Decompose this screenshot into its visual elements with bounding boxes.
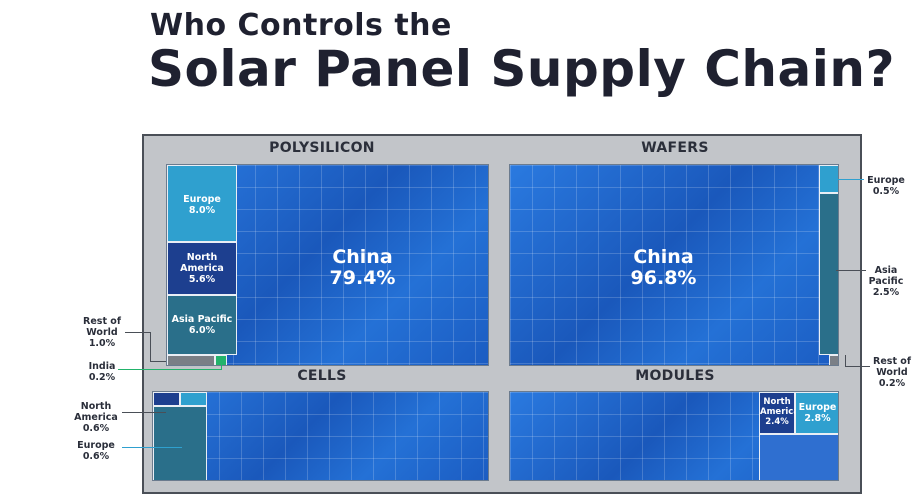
polysilicon-ap-value: 6.0% xyxy=(188,325,216,336)
leader-pol-row-h xyxy=(125,332,150,333)
modules-europe: Europe 2.8% xyxy=(795,392,838,434)
leader-cells-europe xyxy=(122,447,182,448)
callout-cells-north-america: North America 0.6% xyxy=(68,401,124,434)
title-line-1: Who Controls the xyxy=(150,8,452,43)
callout-waf-row-name-2: World xyxy=(876,367,908,378)
callout-pol-row-value: 1.0% xyxy=(88,338,116,349)
leader-waf-europe xyxy=(828,179,864,180)
wafers-china-name: China xyxy=(633,246,694,268)
callout-pol-row-name-2: World xyxy=(86,327,118,338)
polysilicon-china-value: 79.4% xyxy=(329,267,396,289)
title-line-2: Solar Panel Supply Chain? xyxy=(148,40,895,98)
polysilicon-europe-label: Europe 8.0% xyxy=(168,194,236,216)
modules-europe-label: Europe 2.8% xyxy=(796,402,838,424)
callout-polysilicon-india: India 0.2% xyxy=(80,361,124,383)
wafers-rest-of-world xyxy=(829,355,838,365)
cells-left-column xyxy=(153,406,207,480)
leader-pol-india-v xyxy=(221,360,222,370)
callout-waf-europe-name: Europe xyxy=(867,175,905,186)
wafers-panel: China 96.8% xyxy=(509,164,839,366)
callout-waf-row-name-1: Rest of xyxy=(873,356,911,367)
callout-waf-ap-value: 2.5% xyxy=(872,287,900,298)
callout-wafers-europe: Europe 0.5% xyxy=(866,175,906,197)
polysilicon-na-label: North America 5.6% xyxy=(168,252,236,285)
callout-waf-ap-name-1: Asia xyxy=(874,265,898,276)
leader-pol-row-v xyxy=(150,332,151,362)
leader-waf-ap xyxy=(836,270,866,271)
panel-title-cells: CELLS xyxy=(297,368,347,384)
callout-wafers-rest-of-world: Rest of World 0.2% xyxy=(872,356,912,389)
modules-na-name-1: North xyxy=(763,397,791,407)
panel-title-polysilicon: POLYSILICON xyxy=(269,140,375,156)
wafers-china-value: 96.8% xyxy=(630,267,697,289)
polysilicon-panel: Europe 8.0% North America 5.6% Asia Paci… xyxy=(166,164,489,366)
callout-waf-europe-value: 0.5% xyxy=(872,186,900,197)
callout-cells-na-name-2: America xyxy=(74,412,118,423)
polysilicon-na-name-1: North xyxy=(186,252,218,263)
modules-lower-strip xyxy=(759,434,838,480)
modules-na-value: 2.4% xyxy=(765,417,789,427)
modules-panel: North America 2.4% Europe 2.8% xyxy=(509,391,839,481)
callout-waf-row-value: 0.2% xyxy=(878,378,906,389)
polysilicon-europe-value: 8.0% xyxy=(188,205,216,216)
modules-na-name-2: America xyxy=(760,407,800,417)
wafers-asia-pacific xyxy=(819,193,838,355)
polysilicon-na-value: 5.6% xyxy=(188,274,216,285)
leader-waf-row-v xyxy=(845,355,846,367)
polysilicon-china-label: China 79.4% xyxy=(237,247,488,289)
wafers-china-label: China 96.8% xyxy=(510,247,817,289)
callout-cells-europe: Europe 0.6% xyxy=(70,440,122,462)
polysilicon-china-name: China xyxy=(332,246,393,268)
callout-pol-india-value: 0.2% xyxy=(88,372,116,383)
polysilicon-rest-of-world xyxy=(167,355,215,365)
polysilicon-europe: Europe 8.0% xyxy=(167,165,237,242)
polysilicon-asia-pacific: Asia Pacific 6.0% xyxy=(167,295,237,355)
callout-pol-row-name-1: Rest of xyxy=(83,316,121,327)
callout-cells-europe-value: 0.6% xyxy=(82,451,110,462)
panel-title-modules: MODULES xyxy=(635,368,715,384)
callout-waf-ap-name-2: Pacific xyxy=(868,276,904,287)
callout-cells-europe-name: Europe xyxy=(77,440,115,451)
cells-panel xyxy=(152,391,489,481)
modules-europe-name: Europe xyxy=(798,402,837,413)
polysilicon-ap-label: Asia Pacific 6.0% xyxy=(168,314,236,336)
polysilicon-ap-name: Asia Pacific xyxy=(171,314,233,325)
cells-north-america xyxy=(153,392,180,406)
cells-europe xyxy=(180,392,207,406)
modules-north-america: North America 2.4% xyxy=(759,392,800,434)
callout-pol-india-name: India xyxy=(88,361,116,372)
modules-europe-value: 2.8% xyxy=(804,413,831,424)
polysilicon-na-name-2: America xyxy=(180,263,224,274)
leader-pol-row-h2 xyxy=(150,361,166,362)
modules-na-label: North America 2.4% xyxy=(760,397,800,427)
callout-cells-na-value: 0.6% xyxy=(82,423,110,434)
polysilicon-europe-name: Europe xyxy=(183,194,221,205)
leader-waf-row-h xyxy=(845,366,870,367)
polysilicon-north-america: North America 5.6% xyxy=(167,242,237,295)
panel-title-wafers: WAFERS xyxy=(641,140,709,156)
callout-polysilicon-rest-of-world: Rest of World 1.0% xyxy=(80,316,124,349)
leader-pol-india xyxy=(118,369,222,370)
callout-wafers-asia-pacific: Asia Pacific 2.5% xyxy=(868,265,904,298)
callout-cells-na-name-1: North xyxy=(80,401,112,412)
leader-cells-na xyxy=(122,412,166,413)
